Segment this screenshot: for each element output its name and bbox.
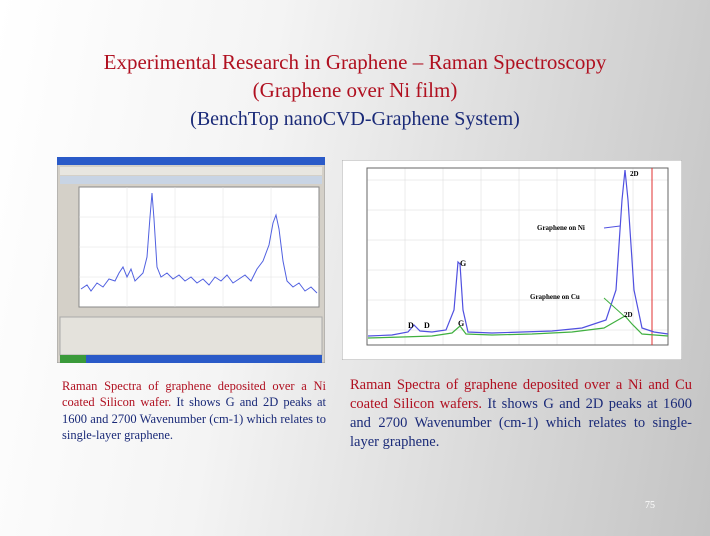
series-label: Graphene on Ni bbox=[537, 224, 585, 232]
peak-label: G bbox=[458, 319, 464, 328]
caption: Raman Spectra of graphene deposited over… bbox=[62, 378, 326, 443]
title-line: (Graphene over Ni film) bbox=[252, 78, 458, 102]
peak-label: D bbox=[424, 321, 430, 330]
peak-label: G bbox=[460, 259, 466, 268]
caption-red: Raman Spectra of graphene deposited over… bbox=[62, 379, 326, 410]
peak-label: 2D bbox=[624, 311, 633, 319]
caption: Raman Spectra of graphene deposited over… bbox=[350, 376, 692, 451]
title-line: (BenchTop nanoCVD-Graphene System) bbox=[190, 108, 520, 130]
caption-blue: It shows G and 2D peaks at 1600 and 2700… bbox=[350, 395, 692, 450]
series-label: Graphene on Cu bbox=[530, 293, 580, 301]
peak-label: 2D bbox=[630, 170, 639, 178]
caption-red: Raman Spectra of graphene deposited over… bbox=[350, 377, 692, 412]
peak-label: D bbox=[408, 321, 414, 330]
caption-blue: It shows G and 2D peaks at 1600 and 2700… bbox=[62, 395, 326, 442]
software-screenshot bbox=[57, 157, 325, 363]
slide-number: 75 bbox=[645, 500, 655, 511]
title-line: Experimental Research in Graphene – Rama… bbox=[103, 50, 607, 74]
raman-spectrum-figure: 2D Graphene on Ni G Graphene on Cu 2D D … bbox=[342, 160, 682, 360]
